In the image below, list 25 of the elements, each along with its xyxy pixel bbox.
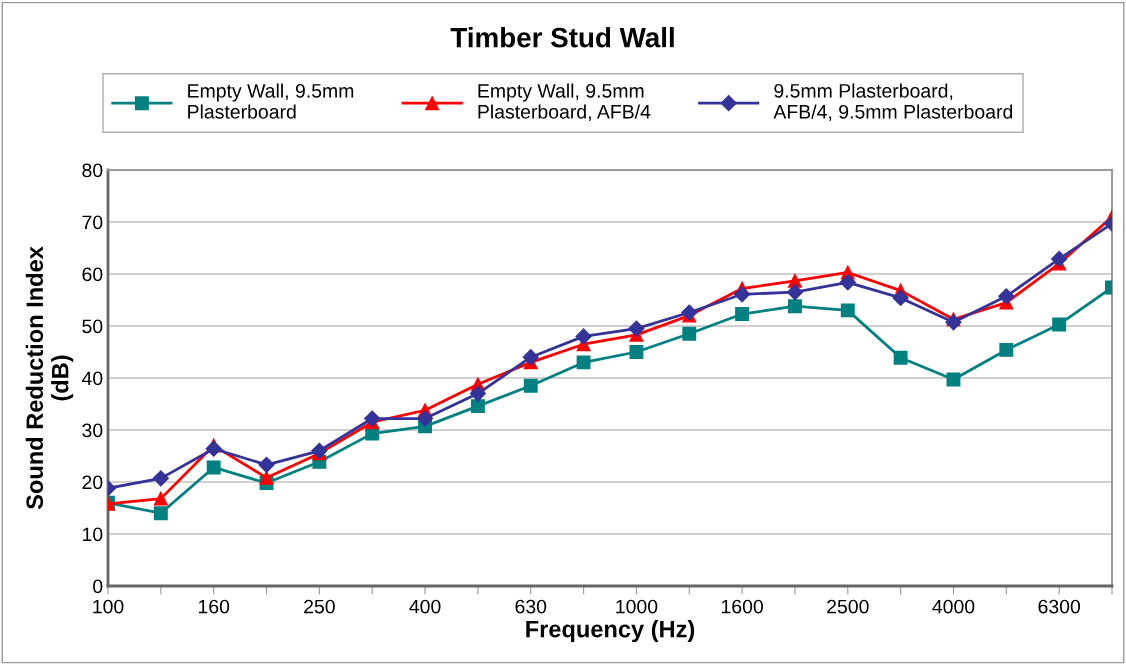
x-tick-label: 250 [304,599,335,614]
y-tick-label: 40 [81,371,103,386]
x-tick-label: 100 [93,599,124,614]
legend-label: Empty Wall, 9.5mm Plasterboard [188,83,354,119]
x-tick-label: 2500 [827,599,869,614]
x-tick-label: 400 [409,599,441,614]
chart-title: Timber Stud Wall [450,27,674,48]
y-tick-label: 10 [83,527,103,542]
x-tick-label: 630 [515,599,547,614]
y-axis-title: Sound Reduction Index (dB) [25,246,74,510]
y-tick-label: 30 [82,423,103,438]
x-tick-label: 4000 [932,599,975,614]
x-tick-label: 6300 [1038,599,1081,614]
x-axis-title: Frequency (Hz) [526,620,695,643]
x-tick-label: 160 [198,599,230,614]
y-tick-label: 70 [82,215,103,230]
y-tick-label: 0 [93,579,103,594]
legend-label: 9.5mm Plasterboard, AFB/4, 9.5mm Plasterboard [773,83,1013,121]
y-tick-label: 80 [82,163,103,178]
legend-label: Empty Wall, 9.5mm Plasterboard, AFB/4 [478,83,651,121]
x-tick-label: 1600 [721,599,763,614]
x-tick-label: 1000 [616,599,658,614]
y-tick-label: 60 [82,267,103,282]
y-tick-label: 20 [82,475,103,490]
y-tick-label: 50 [82,319,103,334]
